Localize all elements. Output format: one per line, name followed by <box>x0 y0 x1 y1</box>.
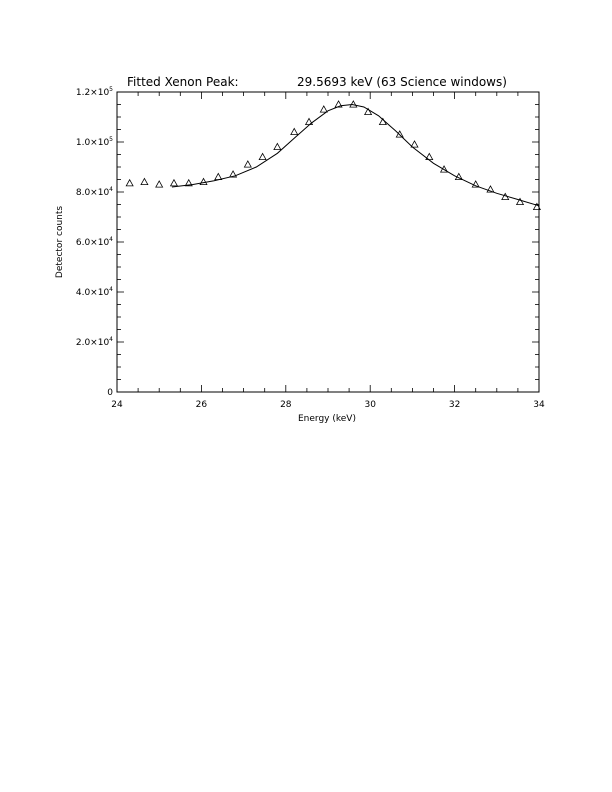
data-point <box>214 172 223 181</box>
data-point <box>486 185 495 193</box>
chart-title-left: Fitted Xenon Peak: <box>127 75 239 89</box>
y-tick-label: 8.0×104 <box>76 186 113 198</box>
data-point <box>395 130 404 138</box>
plot-frame <box>116 91 540 393</box>
data-point <box>334 100 343 108</box>
data-point <box>319 105 328 113</box>
x-axis-label: Energy (keV) <box>298 414 356 424</box>
data-point <box>515 197 525 206</box>
data-point <box>532 202 541 211</box>
y-tick-label: 2.0×104 <box>76 336 113 348</box>
y-tick-label: 1.2×105 <box>76 86 113 98</box>
data-point <box>243 160 252 168</box>
data-point <box>258 152 267 161</box>
data-point <box>304 117 314 125</box>
x-tick-label: 30 <box>364 400 376 410</box>
data-point <box>501 192 510 201</box>
data-point <box>439 165 449 173</box>
y-tick-label: 6.0×104 <box>76 236 113 248</box>
y-tick-label: 1.0×105 <box>76 136 113 148</box>
data-point <box>140 177 149 186</box>
data-point <box>378 117 387 125</box>
data-point <box>273 142 282 151</box>
data-point <box>349 100 358 108</box>
chart-title-right: 29.5693 keV (63 Science windows) <box>297 75 507 89</box>
data-point <box>184 178 193 187</box>
x-tick-label: 26 <box>196 400 208 410</box>
data-point <box>228 170 238 178</box>
y-tick-label: 4.0×104 <box>76 286 113 298</box>
x-tick-label: 24 <box>111 400 123 410</box>
data-point <box>125 178 134 187</box>
data-point <box>454 172 463 181</box>
data-point <box>155 180 164 188</box>
data-point <box>364 107 373 115</box>
x-tick-label: 28 <box>280 400 292 410</box>
x-tick-label: 34 <box>533 400 545 410</box>
data-point <box>471 180 480 188</box>
y-tick-label: 0 <box>107 388 113 398</box>
data-points <box>125 100 541 211</box>
data-point <box>199 177 208 186</box>
data-point <box>410 140 419 148</box>
data-point <box>169 178 179 187</box>
x-tick-label: 32 <box>449 400 460 410</box>
data-point <box>425 152 434 161</box>
plot-axes <box>116 91 540 393</box>
y-tick-labels: 0 2.0×104 4.0×104 6.0×104 8.0×104 1.0×105 1.2×… <box>76 86 113 398</box>
fit-curve <box>171 103 540 207</box>
x-tick-labels: 24 26 28 30 32 34 <box>111 400 545 410</box>
data-point <box>290 127 299 136</box>
y-axis-label: Detector counts <box>55 206 65 278</box>
